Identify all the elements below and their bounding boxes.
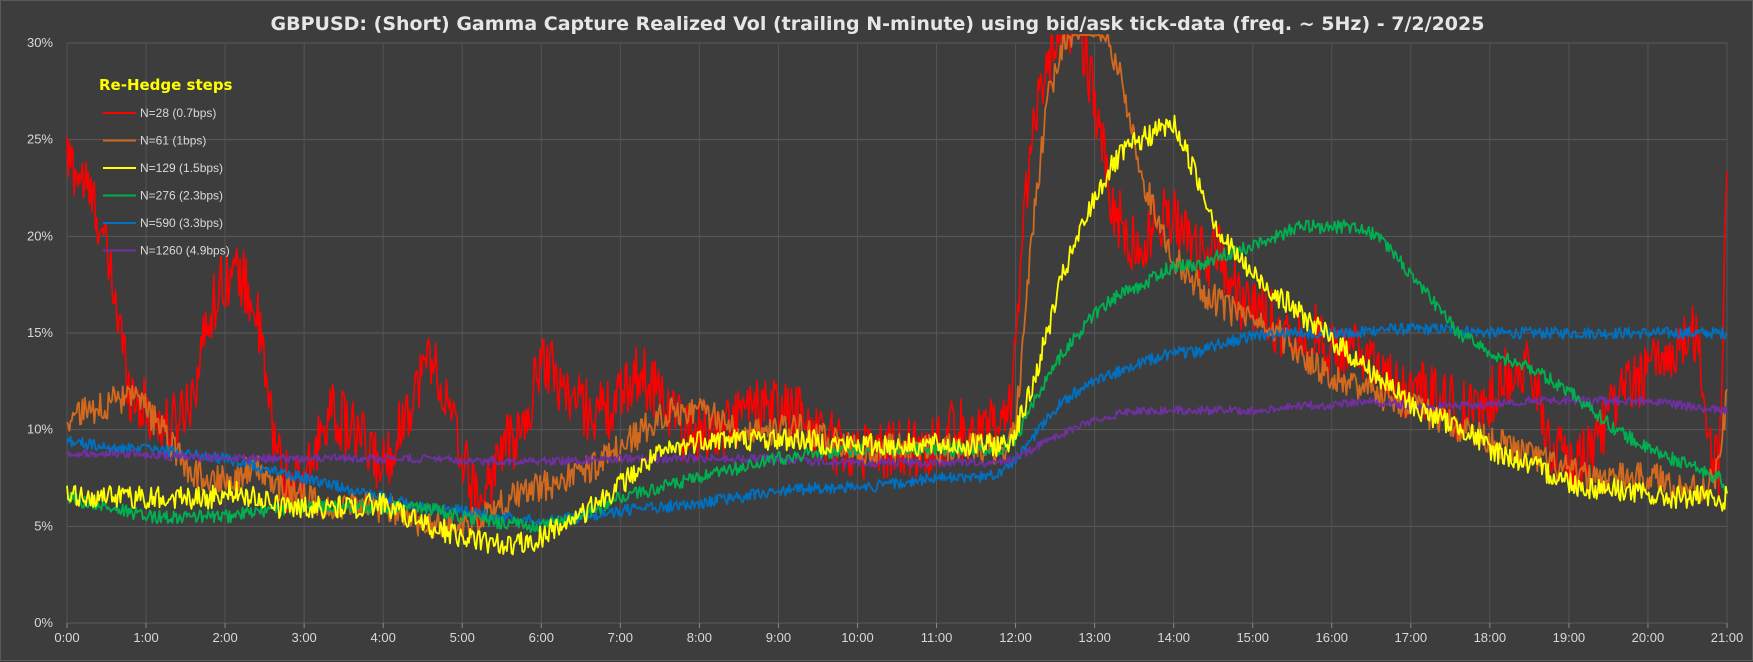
legend-title: Re-Hedge steps: [99, 76, 233, 94]
x-tick-label: 7:00: [608, 630, 633, 645]
y-tick-label: 10%: [27, 422, 53, 437]
legend-entry-5: N=590 (3.3bps): [140, 216, 223, 230]
x-tick-label: 19:00: [1553, 630, 1586, 645]
x-tick-label: 5:00: [450, 630, 475, 645]
series-line-6: [66, 395, 1728, 468]
chart-title: GBPUSD: (Short) Gamma Capture Realized V…: [270, 13, 1485, 35]
x-tick-label: 17:00: [1395, 630, 1428, 645]
axis-labels: 0% 5% 10% 15% 20% 25% 30% 0:00 1:00 2:00 3:00 4:00 5…: [27, 35, 1743, 645]
legend-entry-1: N=28 (0.7bps): [140, 106, 216, 120]
series-line-4: [66, 219, 1728, 533]
legend-entry-6: N=1260 (4.9bps): [140, 244, 230, 258]
x-tick-label: 10:00: [841, 630, 874, 645]
y-tick-label: 25%: [27, 132, 53, 147]
y-tick-label: 15%: [27, 325, 53, 340]
x-tick-label: 1:00: [133, 630, 158, 645]
top-clip: [67, 1, 1727, 42]
x-tick-label: 4:00: [371, 630, 396, 645]
y-tick-label: 5%: [34, 518, 53, 533]
x-tick-label: 3:00: [291, 630, 316, 645]
series-line-3: [66, 114, 1728, 556]
x-tick-label: 13:00: [1078, 630, 1111, 645]
x-tick-label: 12:00: [999, 630, 1032, 645]
series-line-5: [66, 322, 1728, 528]
x-tick-label: 8:00: [687, 630, 712, 645]
x-tick-label: 21:00: [1711, 630, 1744, 645]
legend-entry-3: N=129 (1.5bps): [140, 161, 223, 175]
x-tick-label: 18:00: [1474, 630, 1507, 645]
x-tick-label: 20:00: [1632, 630, 1665, 645]
grid: [66, 42, 1728, 628]
x-tick-label: 2:00: [212, 630, 237, 645]
legend-entry-4: N=276 (2.3bps): [140, 189, 223, 203]
x-tick-label: 11:00: [921, 630, 953, 645]
x-tick-label: 14:00: [1157, 630, 1190, 645]
legend-entry-2: N=61 (1bps): [140, 134, 206, 148]
x-tick-label: 15:00: [1236, 630, 1269, 645]
series-line-1: [66, 34, 1728, 538]
y-tick-label: 30%: [27, 35, 53, 50]
x-tick-label: 9:00: [766, 630, 791, 645]
x-tick-label: 16:00: [1315, 630, 1348, 645]
x-tick-label: 6:00: [529, 630, 554, 645]
legend: Re-Hedge steps N=28 (0.7bps) N=61 (1bps) N…: [99, 76, 233, 258]
series-lines: [66, 1, 1728, 556]
y-tick-label: 0%: [34, 615, 53, 630]
y-tick-label: 20%: [27, 228, 53, 243]
x-tick-label: 0:00: [54, 630, 79, 645]
